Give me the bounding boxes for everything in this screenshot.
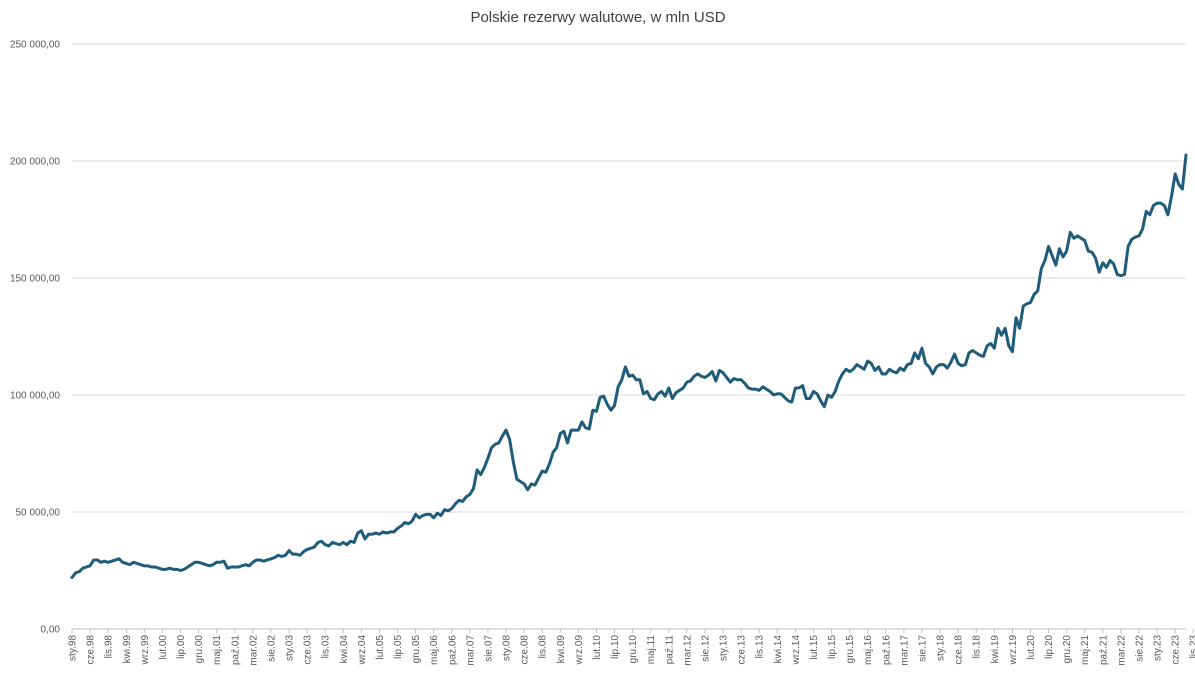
y-axis-tick-labels: 0,00 50 000,00 100 000,00 150 000,00 200 000…	[10, 40, 60, 636]
x-tick-label: kwi.14	[773, 635, 784, 664]
x-tick-label: gru.10	[628, 635, 639, 664]
x-tick-label: wrz.09	[574, 635, 585, 666]
x-tick-label: sie.17	[917, 635, 928, 662]
x-tick-label: lip.10	[610, 635, 621, 659]
x-tick-label: sie.02	[266, 635, 277, 662]
x-tick-label: paź.01	[230, 635, 241, 665]
x-tick-label: lut.05	[375, 635, 386, 660]
x-tick-label: lis.23	[1189, 635, 1195, 659]
x-tick-label: lut.15	[809, 635, 820, 660]
y-tick-label: 250 000,00	[10, 40, 60, 51]
x-tick-label: kwi.04	[339, 635, 350, 664]
x-tick-label: mar.22	[1116, 635, 1127, 666]
x-tick-label: paź.11	[664, 635, 675, 665]
x-axis-tick-labels: sty.98 cze.98 lis.98 kwi.99 wrz.99 lut.00 lip.…	[68, 629, 1195, 666]
y-tick-label: 0,00	[41, 625, 61, 636]
x-tick-label: cze.18	[954, 635, 965, 665]
x-tick-label: lip.00	[176, 635, 187, 659]
x-tick-label: paź.06	[447, 635, 458, 665]
y-tick-label: 50 000,00	[16, 508, 61, 519]
x-tick-label: cze.08	[520, 635, 531, 665]
x-tick-label: maj.01	[212, 635, 223, 665]
series-line-rezerwy	[70, 153, 1188, 580]
x-tick-label: cze.03	[303, 635, 314, 665]
x-tick-label: lut.20	[1026, 635, 1037, 660]
x-tick-label: gru.05	[411, 635, 422, 664]
x-tick-label: sie.22	[1134, 635, 1145, 662]
x-tick-label: maj.21	[1080, 635, 1091, 665]
x-tick-label: cze.98	[86, 635, 97, 665]
x-tick-label: lis.08	[538, 635, 549, 659]
x-tick-label: lut.10	[592, 635, 603, 660]
x-tick-label: wrz.19	[1008, 635, 1019, 666]
chart-title: Polskie rezerwy walutowe, w mln USD	[470, 9, 725, 26]
x-tick-label: lis.98	[104, 635, 115, 659]
x-tick-label: mar.12	[682, 635, 693, 666]
x-tick-label: gru.15	[845, 635, 856, 664]
x-tick-label: lip.20	[1044, 635, 1055, 659]
x-tick-label: lis.13	[755, 635, 766, 659]
x-tick-label: paź.21	[1098, 635, 1109, 665]
x-tick-label: gru.20	[1062, 635, 1073, 664]
x-tick-label: sie.07	[483, 635, 494, 662]
x-tick-label: lut.00	[158, 635, 169, 660]
x-tick-label: sty.13	[719, 635, 730, 661]
x-tick-label: sty.98	[68, 635, 79, 661]
x-tick-label: maj.06	[429, 635, 440, 665]
x-tick-label: lip.15	[827, 635, 838, 659]
y-tick-label: 200 000,00	[10, 157, 60, 168]
y-tick-label: 100 000,00	[10, 391, 60, 402]
y-tick-label: 150 000,00	[10, 274, 60, 285]
x-tick-label: cze.23	[1171, 635, 1182, 665]
x-tick-label: kwi.09	[556, 635, 567, 664]
x-tick-label: gru.00	[194, 635, 205, 664]
x-tick-label: lis.18	[972, 635, 983, 659]
x-tick-label: mar.02	[248, 635, 259, 666]
x-tick-label: kwi.99	[122, 635, 133, 664]
x-tick-label: sie.12	[700, 635, 711, 662]
x-tick-label: kwi.19	[990, 635, 1001, 664]
x-tick-label: wrz.04	[357, 635, 368, 666]
x-tick-label: maj.11	[646, 635, 657, 665]
x-tick-label: mar.07	[465, 635, 476, 666]
x-tick-label: lip.05	[393, 635, 404, 659]
x-tick-label: wrz.14	[791, 635, 802, 666]
x-tick-label: sty.18	[936, 635, 947, 661]
x-tick-label: mar.17	[899, 635, 910, 666]
x-tick-label: cze.13	[737, 635, 748, 665]
x-tick-label: sty.03	[285, 635, 296, 661]
x-tick-label: maj.16	[863, 635, 874, 665]
x-tick-label: wrz.99	[140, 635, 151, 666]
x-tick-label: sty.08	[502, 635, 513, 661]
x-tick-label: paź.16	[881, 635, 892, 665]
x-tick-label: sty.23	[1153, 635, 1164, 661]
gridlines	[72, 43, 1186, 630]
x-tick-label: lis.03	[321, 635, 332, 659]
series-layer	[70, 153, 1188, 580]
